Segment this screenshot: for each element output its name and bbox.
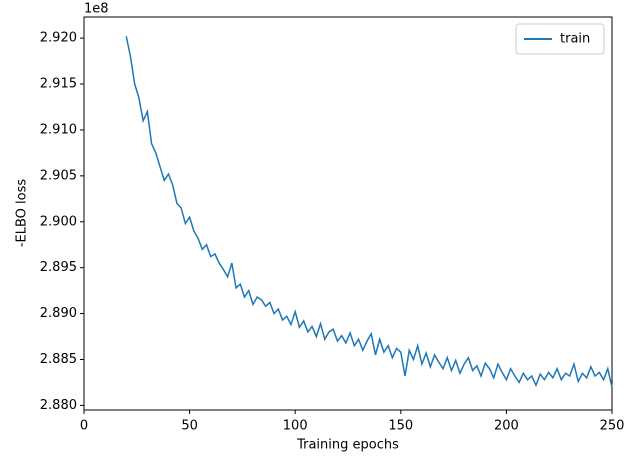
y-tick-label: 2.915 bbox=[40, 77, 77, 92]
y-tick-label: 2.890 bbox=[40, 306, 77, 321]
y-tick-label: 2.920 bbox=[40, 31, 77, 46]
legend-box bbox=[515, 23, 605, 55]
y-offset-label: 1e8 bbox=[84, 2, 109, 17]
x-tick-label: 50 bbox=[181, 419, 198, 434]
x-axis-label: Training epochs bbox=[296, 438, 399, 453]
x-tick-label: 0 bbox=[80, 419, 88, 434]
y-tick-label: 2.905 bbox=[40, 168, 77, 183]
y-tick-label: 2.895 bbox=[40, 260, 77, 275]
y-tick-label: 2.910 bbox=[40, 122, 77, 137]
x-tick-label: 100 bbox=[283, 419, 308, 434]
y-tick-label: 2.900 bbox=[40, 214, 77, 229]
x-tick-label: 200 bbox=[494, 419, 519, 434]
x-tick-label: 250 bbox=[600, 419, 625, 434]
y-tick-label: 2.880 bbox=[40, 398, 77, 413]
y-tick-label: 2.885 bbox=[40, 352, 77, 367]
line bbox=[125, 36, 613, 388]
legend-label: train bbox=[560, 32, 590, 47]
y-axis-label: -ELBO loss bbox=[15, 179, 30, 248]
x-tick-label: 150 bbox=[388, 419, 413, 434]
plot-frame bbox=[83, 16, 613, 411]
